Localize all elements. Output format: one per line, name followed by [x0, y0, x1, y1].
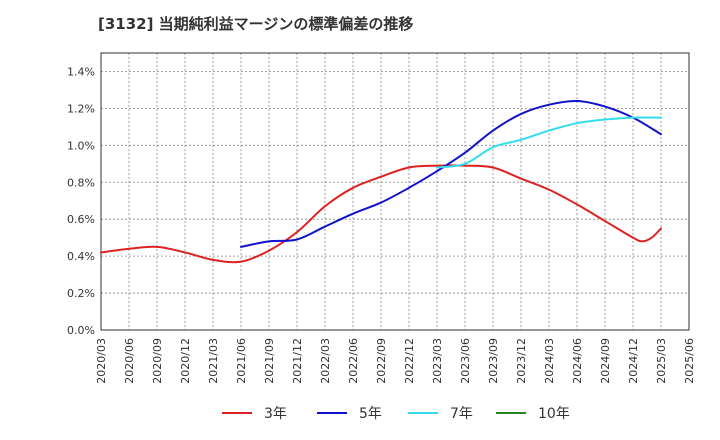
grid-layer	[101, 53, 689, 330]
x-tick-label: 2025/03	[655, 338, 668, 384]
legend-label: 7年	[450, 406, 473, 422]
x-axis-ticks: 2020/03 2020/06 2020/09 2020/12 2021/03 2021/…	[95, 338, 696, 384]
x-tick-label: 2021/09	[263, 338, 276, 384]
x-tick-label: 2022/09	[375, 338, 388, 384]
x-tick-label: 2025/06	[683, 338, 696, 384]
x-tick-label: 2020/03	[95, 338, 108, 384]
x-tick-label: 2022/12	[403, 338, 416, 384]
x-tick-label: 2021/06	[235, 338, 248, 384]
x-tick-label: 2020/06	[123, 338, 136, 384]
x-tick-label: 2024/03	[543, 338, 556, 384]
series-line	[240, 99, 662, 248]
x-tick-label: 2023/03	[431, 338, 444, 384]
chart-title: [3132] 当期純利益マージンの標準偏差の推移	[98, 15, 414, 33]
y-axis-ticks: 0.0% 0.2% 0.4% 0.6% 0.8% 1.0% 1.2% 1.4%	[67, 65, 95, 337]
legend-label: 10年	[538, 406, 570, 422]
x-tick-label: 2021/03	[207, 338, 220, 384]
series-layer	[100, 99, 662, 264]
legend: 3年 5年 7年 10年	[222, 406, 570, 422]
y-tick-label: 1.4%	[67, 65, 95, 78]
y-tick-label: 1.0%	[67, 139, 95, 152]
y-tick-label: 0.0%	[67, 324, 95, 337]
x-tick-label: 2023/12	[515, 338, 528, 384]
x-tick-label: 2023/09	[487, 338, 500, 384]
series-line	[436, 116, 662, 169]
y-tick-label: 0.2%	[67, 287, 95, 300]
x-tick-label: 2020/09	[151, 338, 164, 384]
x-tick-label: 2022/03	[319, 338, 332, 384]
x-tick-label: 2021/12	[291, 338, 304, 384]
x-tick-label: 2020/12	[179, 338, 192, 384]
x-tick-label: 2023/06	[459, 338, 472, 384]
y-tick-label: 0.4%	[67, 250, 95, 263]
y-tick-label: 0.6%	[67, 213, 95, 226]
series-line	[100, 164, 662, 264]
x-tick-label: 2024/09	[599, 338, 612, 384]
legend-label: 3年	[264, 406, 287, 422]
y-tick-label: 0.8%	[67, 176, 95, 189]
x-tick-label: 2024/12	[627, 338, 640, 384]
plot-frame	[100, 52, 690, 331]
x-tick-label: 2022/06	[347, 338, 360, 384]
y-tick-label: 1.2%	[67, 102, 95, 115]
legend-label: 5年	[359, 406, 382, 422]
x-tick-label: 2024/06	[571, 338, 584, 384]
